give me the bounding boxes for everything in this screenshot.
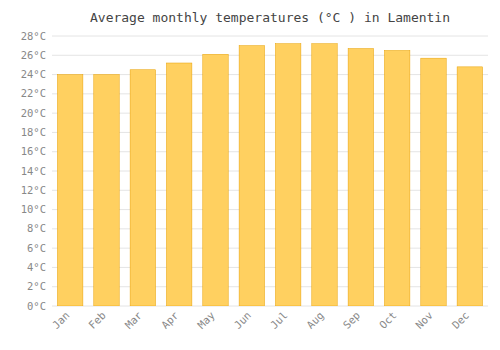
y-tick-label: 10°C bbox=[21, 203, 46, 215]
bar bbox=[457, 67, 482, 306]
y-tick-label: 26°C bbox=[21, 49, 46, 61]
grid-line bbox=[52, 55, 488, 56]
x-tick-label: Jan bbox=[50, 309, 72, 331]
bar bbox=[166, 63, 191, 306]
y-tick-label: 28°C bbox=[21, 30, 46, 42]
grid bbox=[52, 36, 488, 306]
y-tick-label: 16°C bbox=[21, 145, 46, 157]
y-tick-label: 4°C bbox=[27, 261, 46, 273]
y-tick-label: 24°C bbox=[21, 68, 46, 80]
x-axis: Jan Feb Mar Apr May Jun Jul Aug Sep Oct Nov Dec bbox=[50, 309, 472, 331]
x-tick-label: Nov bbox=[413, 309, 435, 331]
x-tick-label: Sep bbox=[340, 309, 362, 331]
bar bbox=[275, 44, 300, 306]
x-tick-label: Apr bbox=[159, 309, 181, 331]
bar bbox=[94, 75, 119, 306]
y-tick-label: 6°C bbox=[27, 242, 46, 254]
y-tick-label: 0°C bbox=[27, 300, 46, 312]
bar bbox=[312, 44, 337, 306]
bars bbox=[57, 44, 482, 306]
y-tick-label: 12°C bbox=[21, 184, 46, 196]
x-tick-label: Jul bbox=[268, 309, 290, 331]
chart-container: Average monthly temperatures (°C ) in La… bbox=[0, 0, 500, 350]
bar bbox=[203, 54, 228, 306]
bar bbox=[239, 46, 264, 306]
bar bbox=[384, 50, 409, 306]
y-tick-label: 8°C bbox=[27, 222, 46, 234]
y-axis: 0°C 2°C 4°C 6°C 8°C 10°C 12°C 14°C 16°C 18°C 20°C 2… bbox=[21, 30, 46, 312]
bar bbox=[57, 75, 82, 306]
x-tick-label: Jun bbox=[231, 309, 253, 331]
x-tick-label: Dec bbox=[449, 309, 471, 331]
y-tick-label: 14°C bbox=[21, 165, 46, 177]
y-tick-label: 22°C bbox=[21, 87, 46, 99]
chart-title: Average monthly temperatures (°C ) in La… bbox=[90, 10, 450, 25]
x-tick-label: Oct bbox=[377, 309, 399, 331]
x-tick-label: Mar bbox=[122, 309, 144, 331]
x-tick-label: Feb bbox=[86, 309, 108, 331]
y-tick-label: 18°C bbox=[21, 126, 46, 138]
grid-line bbox=[52, 36, 488, 37]
x-tick-label: Aug bbox=[304, 309, 326, 331]
y-tick-label: 2°C bbox=[27, 280, 46, 292]
chart-svg: Average monthly temperatures (°C ) in La… bbox=[0, 0, 500, 350]
y-tick-label: 20°C bbox=[21, 107, 46, 119]
bar bbox=[421, 58, 446, 306]
x-tick-label: May bbox=[195, 309, 217, 331]
bar bbox=[130, 70, 155, 306]
bar bbox=[348, 49, 373, 306]
